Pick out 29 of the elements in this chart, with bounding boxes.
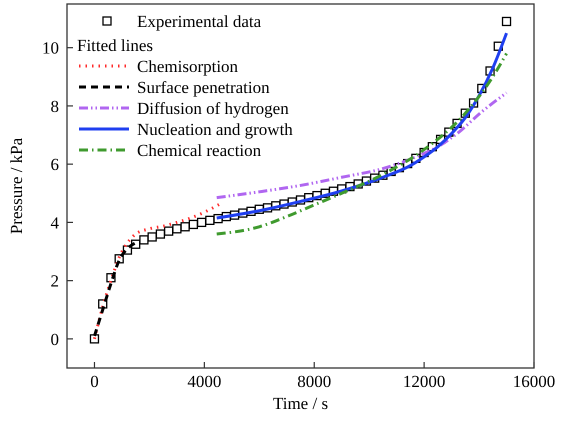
point bbox=[196, 218, 206, 228]
point bbox=[148, 232, 157, 242]
x-tick-label: 16000 bbox=[512, 372, 556, 391]
x-tick-label: 8000 bbox=[297, 372, 332, 391]
legend-title: Fitted lines bbox=[77, 36, 154, 55]
y-tick-label: 8 bbox=[50, 96, 59, 116]
legend-label: Surface penetration bbox=[137, 78, 270, 97]
point bbox=[180, 222, 190, 232]
x-tick-label: 4000 bbox=[187, 372, 222, 391]
legend-label: Experimental data bbox=[137, 12, 262, 31]
point bbox=[139, 235, 149, 245]
x-tick-label: 0 bbox=[90, 372, 99, 391]
legend-label: Chemical reaction bbox=[137, 140, 262, 160]
x-tick-label: 12000 bbox=[402, 372, 446, 391]
point bbox=[502, 16, 512, 26]
y-tick-label: 4 bbox=[50, 213, 60, 232]
y-axis-title: Pressure / kPa bbox=[7, 137, 26, 234]
point bbox=[164, 226, 174, 236]
y-tick-label: 6 bbox=[50, 155, 59, 174]
y-tick-label: 2 bbox=[50, 272, 59, 291]
point bbox=[188, 220, 198, 230]
y-tick-label: 10 bbox=[42, 38, 59, 58]
point bbox=[172, 224, 182, 234]
y-tick-label: 0 bbox=[50, 330, 59, 349]
legend-label: Diffusion of hydrogen bbox=[137, 98, 290, 118]
x-axis-title: Time / s bbox=[272, 394, 328, 413]
point bbox=[156, 229, 166, 239]
legend-label: Chemisorption bbox=[137, 56, 239, 76]
legend-label: Nucleation and growth bbox=[137, 120, 294, 139]
